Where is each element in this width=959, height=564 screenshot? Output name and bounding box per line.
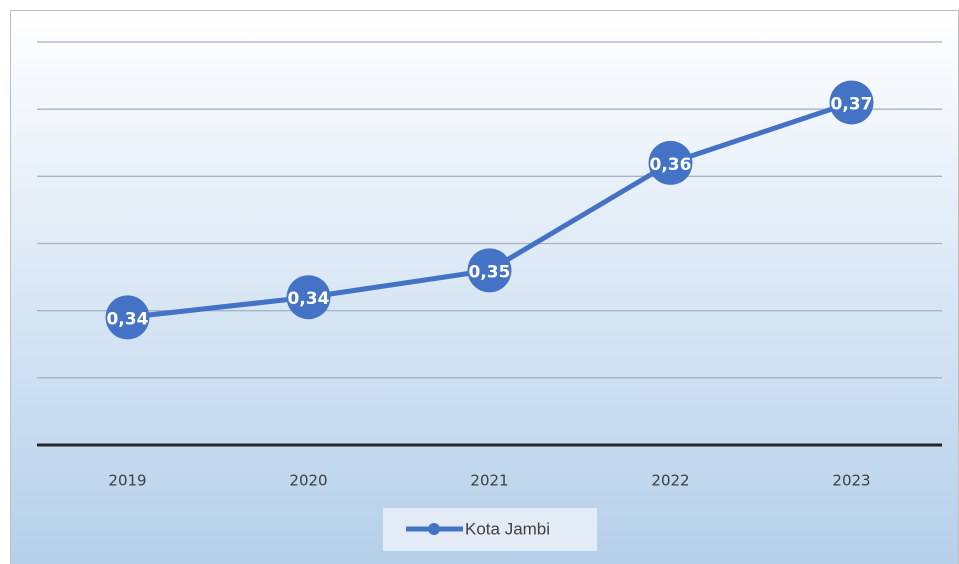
x-tick-label: 2023 (832, 472, 870, 490)
data-point (467, 248, 512, 293)
x-tick-label: 2019 (108, 472, 146, 490)
data-label: 0,37 (831, 94, 873, 114)
legend-label: Kota Jambi (465, 519, 550, 538)
x-tick-label: 2021 (470, 472, 508, 490)
data-label: 0,34 (107, 309, 149, 329)
data-point (829, 80, 874, 125)
data-label: 0,34 (288, 289, 330, 309)
data-point (286, 275, 331, 320)
data-point (648, 140, 693, 185)
legend-marker (428, 523, 440, 535)
data-label: 0,35 (469, 262, 511, 282)
x-tick-label: 2020 (289, 472, 327, 490)
x-tick-label: 2022 (651, 472, 689, 490)
data-point (105, 295, 150, 340)
data-label: 0,36 (650, 155, 692, 175)
